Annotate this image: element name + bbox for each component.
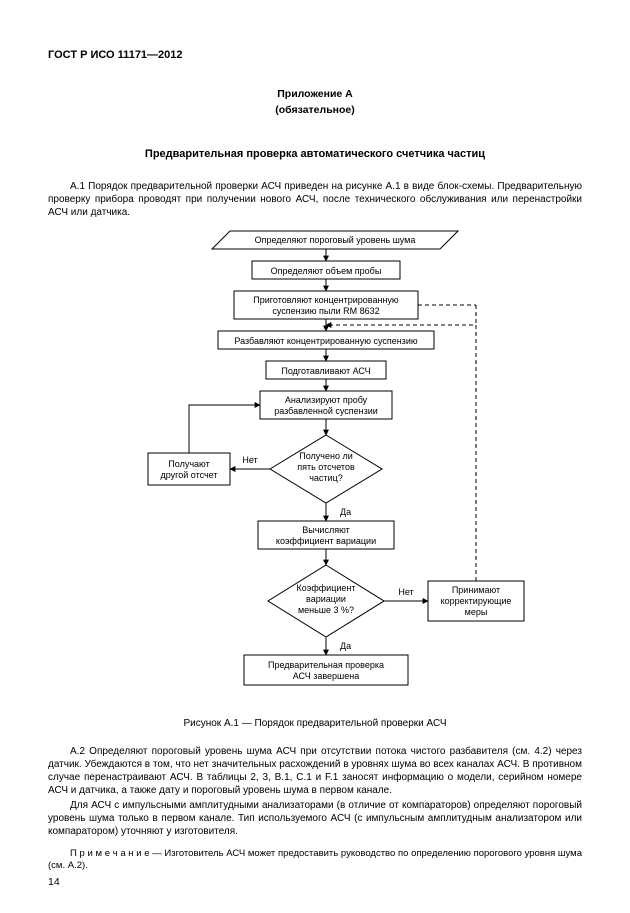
paragraph-a1: А.1 Порядок предварительной проверки АСЧ… — [48, 180, 582, 219]
flow-label-no-2: Нет — [398, 587, 413, 597]
paragraph-a2-2: Для АСЧ с импульсными амплитудными анали… — [48, 799, 582, 838]
svg-text:другой отсчет: другой отсчет — [160, 470, 217, 480]
svg-text:Вычисляют: Вычисляют — [302, 525, 350, 535]
paragraph-a2-1: А.2 Определяют пороговый уровень шума АС… — [48, 745, 582, 797]
flow-node-coef-var: Вычисляют коэффициент вариации — [258, 521, 394, 549]
flow-node-prepare-suspension: Приготовляют концентрированную суспензию… — [234, 291, 418, 319]
flow-node-prepare-counter: Подготавливают АСЧ — [266, 361, 386, 379]
flow-label-yes-2: Да — [340, 641, 351, 651]
svg-text:Получают: Получают — [168, 459, 209, 469]
note: П р и м е ч а н и е — Изготовитель АСЧ м… — [48, 848, 582, 874]
flow-label-no-1: Нет — [242, 455, 257, 465]
flow-node-sample-volume: Определяют объем пробы — [252, 261, 400, 279]
flow-decision-coef-lt-3: Коэффициент вариации меньше 3 %? — [268, 565, 384, 637]
svg-text:коэффициент вариации: коэффициент вариации — [276, 536, 376, 546]
svg-text:разбавленной суспензии: разбавленной суспензии — [274, 406, 378, 416]
svg-text:АСЧ завершена: АСЧ завершена — [293, 671, 360, 681]
flow-node-noise-threshold: Определяют пороговый уровень шума — [212, 231, 458, 249]
svg-text:меньше 3 %?: меньше 3 %? — [298, 605, 354, 615]
flowchart-a1: Определяют пороговый уровень шума Опреде… — [100, 229, 530, 709]
svg-text:суспензию пыли RM 8632: суспензию пыли RM 8632 — [272, 306, 379, 316]
flow-node-other-count: Получают другой отсчет — [148, 453, 230, 485]
svg-text:пять отсчетов: пять отсчетов — [297, 462, 355, 472]
svg-text:Подготавливают АСЧ: Подготавливают АСЧ — [281, 366, 370, 376]
document-header: ГОСТ Р ИСО 11171—2012 — [48, 48, 582, 63]
flow-node-complete: Предварительная проверка АСЧ завершена — [244, 655, 408, 685]
appendix-type: (обязательное) — [48, 103, 582, 117]
svg-text:Определяют объем пробы: Определяют объем пробы — [271, 266, 382, 276]
flow-node-corrective: Принимают корректирующие меры — [428, 581, 524, 621]
svg-text:Предварительная проверка: Предварительная проверка — [268, 660, 384, 670]
figure-caption: Рисунок А.1 — Порядок предварительной пр… — [48, 717, 582, 731]
svg-text:Коэффициент: Коэффициент — [297, 583, 356, 593]
svg-text:меры: меры — [465, 607, 488, 617]
flow-label-yes-1: Да — [340, 507, 351, 517]
svg-text:вариации: вариации — [306, 594, 346, 604]
svg-text:Приготовляют концентрированную: Приготовляют концентрированную — [253, 295, 399, 305]
flow-node-analyze: Анализируют пробу разбавленной суспензии — [260, 391, 392, 419]
svg-text:корректирующие: корректирующие — [441, 596, 512, 606]
svg-text:Определяют пороговый уровень ш: Определяют пороговый уровень шума — [255, 235, 416, 245]
svg-text:частиц?: частиц? — [309, 473, 343, 483]
svg-text:Разбавляют концентрированную с: Разбавляют концентрированную суспензию — [234, 336, 417, 346]
svg-text:Анализируют пробу: Анализируют пробу — [285, 395, 368, 405]
appendix-label: Приложение А — [48, 87, 582, 101]
page-number: 14 — [48, 875, 60, 889]
appendix-title: Предварительная проверка автоматического… — [48, 147, 582, 162]
flow-decision-five-counts: Получено ли пять отсчетов частиц? — [270, 435, 382, 503]
svg-text:Получено ли: Получено ли — [299, 451, 352, 461]
flow-node-dilute: Разбавляют концентрированную суспензию — [218, 331, 434, 349]
svg-text:Принимают: Принимают — [452, 585, 500, 595]
